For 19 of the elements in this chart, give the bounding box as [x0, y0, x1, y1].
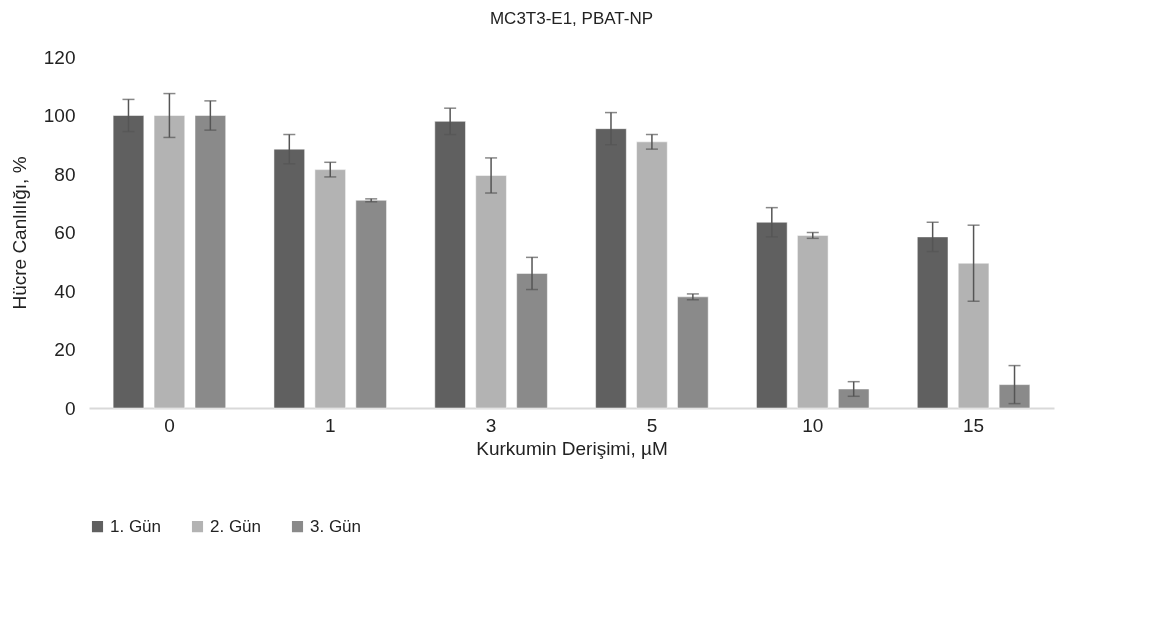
y-tick-label: 80	[54, 163, 76, 185]
y-tick-label: 120	[43, 46, 76, 68]
y-tick-label: 60	[54, 222, 76, 243]
y-tick-label: 20	[54, 339, 76, 360]
x-tick-label: 5	[646, 414, 658, 436]
x-tick-label: 15	[963, 414, 985, 436]
y-tick-label: 100	[43, 105, 76, 126]
x-tick-label: 1	[324, 414, 336, 436]
legend-label: 1. Gün	[110, 516, 162, 536]
chart-title: MC3T3-E1, PBAT-NP	[489, 9, 654, 28]
x-tick-label: 10	[802, 414, 824, 436]
y-tick-label: 0	[64, 397, 76, 419]
y-tick-label: 40	[54, 280, 76, 302]
x-tick-label: 0	[164, 414, 175, 436]
legend-label: 3. Gün	[310, 516, 362, 536]
x-axis-title: Kurkumin Derişimi, µM	[476, 437, 668, 459]
y-axis-title: Hücre Canlılığı, %	[8, 156, 30, 310]
legend-label: 2. Gün	[210, 516, 262, 536]
x-tick-label: 3	[485, 414, 497, 436]
